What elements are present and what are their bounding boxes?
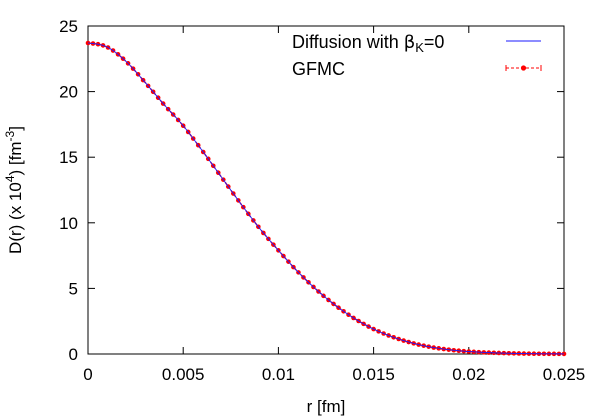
legend-gfmc-point bbox=[520, 65, 527, 71]
legend-label-diffusion-post: =0 bbox=[424, 32, 445, 52]
series-gfmc-line bbox=[87, 42, 565, 355]
series-layer bbox=[85, 40, 567, 357]
y-tick-label: 0 bbox=[69, 345, 78, 364]
plot-frame bbox=[87, 25, 565, 355]
y-axis-label-pre: D(r) (x 10 bbox=[6, 182, 25, 254]
y-tick-label: 25 bbox=[59, 17, 78, 36]
y-tick-label: 10 bbox=[59, 214, 78, 233]
y-axis-label-mid: ) [fm bbox=[6, 141, 25, 175]
legend-label-diffusion: Diffusion with βK=0 bbox=[292, 32, 444, 55]
x-tick-label: 0.015 bbox=[352, 365, 395, 384]
x-tick-label: 0.02 bbox=[452, 365, 485, 384]
y-tick-label: 20 bbox=[59, 83, 78, 102]
y-axis-label-exp1: 4 bbox=[3, 175, 17, 182]
x-tick-label: 0.01 bbox=[262, 365, 295, 384]
y-axis-label-exp2: -3 bbox=[3, 130, 17, 141]
y-axis-label-post: ] bbox=[6, 126, 25, 131]
y-tick-label: 5 bbox=[69, 279, 78, 298]
x-tick-label: 0.025 bbox=[543, 365, 586, 384]
legend-label-diffusion-pre: Diffusion with bbox=[292, 32, 404, 52]
legend-label-diffusion-symbol: β bbox=[404, 32, 416, 53]
x-axis-label: r [fm] bbox=[307, 397, 346, 416]
series-diffusion-line bbox=[87, 42, 565, 355]
x-tick-label: 0.005 bbox=[162, 365, 205, 384]
legend-label-gfmc: GFMC bbox=[292, 59, 345, 79]
axis-tick-labels: 0 0.005 0.01 0.015 0.02 0.025 0 5 10 15 20 25 bbox=[59, 17, 585, 384]
legend-swatch-gfmc bbox=[505, 65, 542, 71]
x-tick-label: 0 bbox=[83, 365, 92, 384]
y-tick-label: 15 bbox=[59, 148, 78, 167]
series-gfmc-point bbox=[561, 351, 567, 357]
legend: Diffusion with βK=0 GFMC bbox=[292, 32, 542, 79]
legend-label-diffusion-sub: K bbox=[415, 40, 424, 55]
y-axis-label: D(r) (x 104) [fm-3] bbox=[3, 126, 25, 254]
axis-ticks bbox=[87, 25, 565, 355]
